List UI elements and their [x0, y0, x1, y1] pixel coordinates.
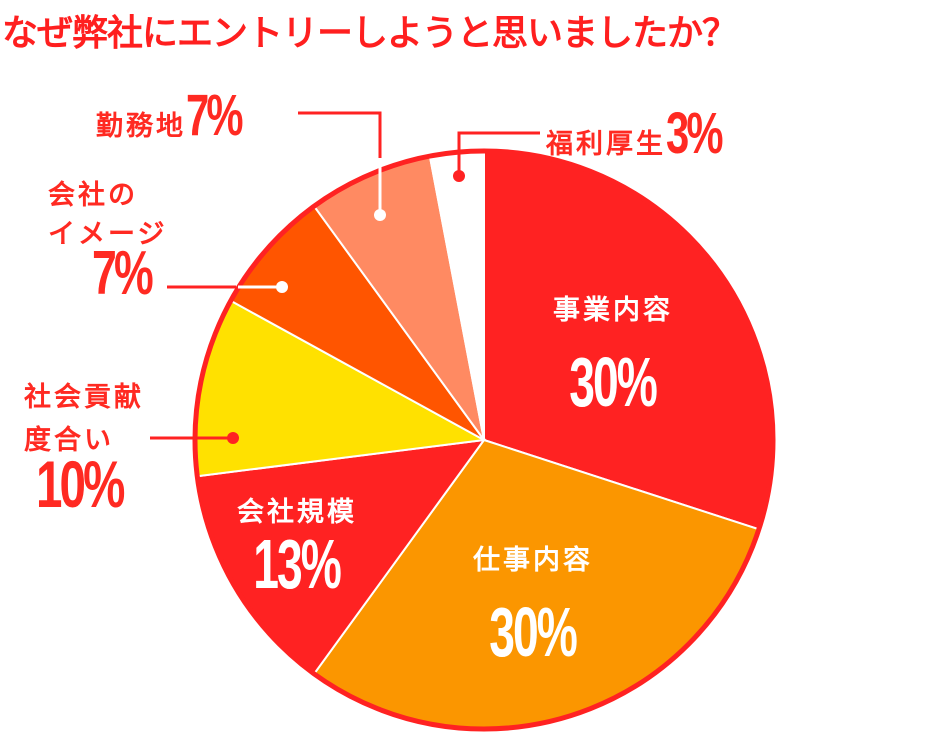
label-work: 仕事内容 30%: [473, 545, 593, 671]
label-business: 事業内容 30%: [553, 295, 673, 421]
label-welfare: 福利厚生3%: [546, 101, 723, 166]
label-contribution: 社会貢献 度合い 10%: [24, 382, 144, 521]
dot-location: [374, 209, 386, 221]
pie-slices: [194, 149, 774, 730]
chart-title: なぜ弊社にエントリーしようと思いましたか？: [2, 13, 738, 54]
leader-welfare: [457, 131, 540, 176]
dot-welfare: [453, 170, 465, 182]
label-scale: 会社規模 13%: [237, 497, 357, 603]
label-image: 会社の イメージ 7%: [48, 180, 168, 308]
dot-contribution: [227, 432, 239, 444]
pie-outline: [192, 148, 776, 732]
leader-location: [298, 111, 382, 158]
dot-image: [276, 281, 288, 293]
label-location: 勤務地7%: [96, 83, 243, 148]
